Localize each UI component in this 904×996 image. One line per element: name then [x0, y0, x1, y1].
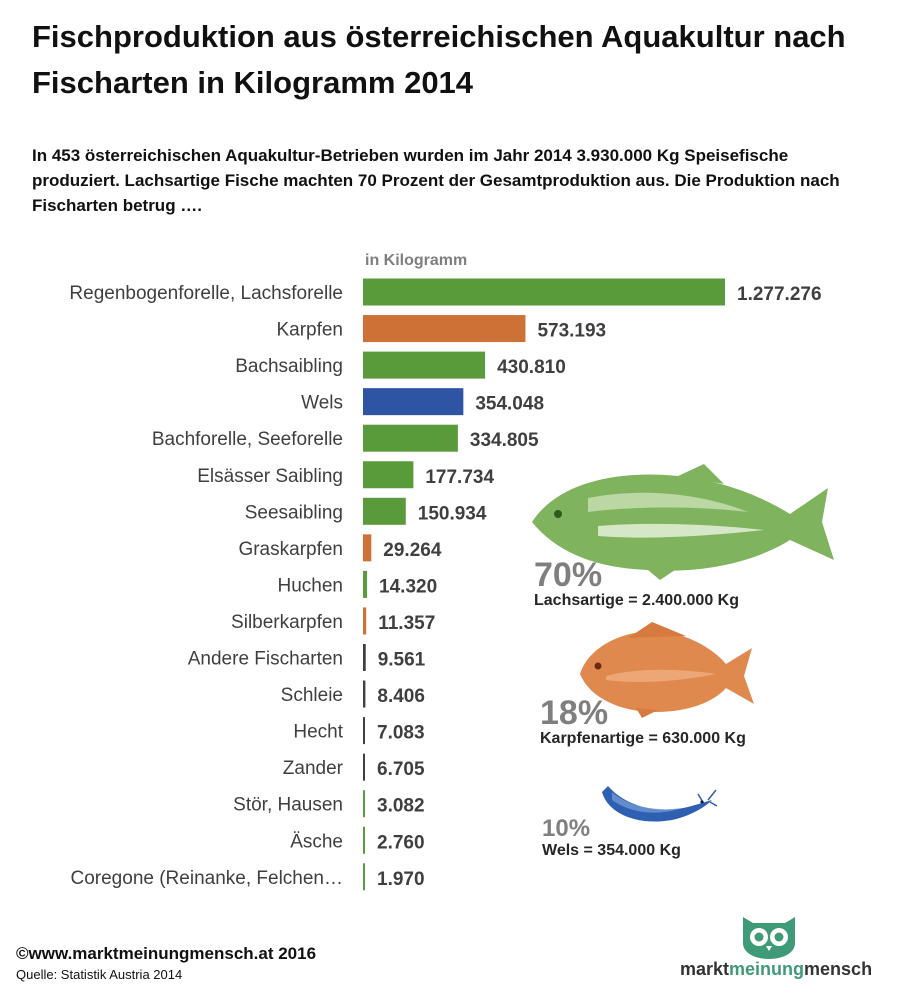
bar	[363, 424, 458, 452]
category-label: Schleie	[281, 685, 343, 706]
unit-label: in Kilogramm	[365, 252, 468, 269]
bar	[363, 534, 372, 562]
share-lachsartige: 70% Lachsartige = 2.400.000 Kg	[534, 558, 739, 610]
category-label: Karpfen	[276, 320, 343, 341]
copyright-text: ©www.marktmeinungmensch.at 2016	[16, 944, 317, 963]
chart-title: Fischproduktion aus österreichischen Aqu…	[32, 19, 846, 100]
value-label: 14.320	[379, 576, 437, 597]
value-label: 6.705	[377, 759, 425, 780]
value-label: 8.406	[377, 686, 425, 707]
bar	[363, 351, 486, 379]
value-label: 7.083	[377, 723, 425, 744]
category-label: Graskarpfen	[238, 539, 343, 560]
value-label: 334.805	[470, 430, 539, 451]
bar	[363, 388, 464, 416]
bar	[363, 570, 368, 598]
value-label: 3.082	[377, 796, 425, 817]
category-label: Bachsaibling	[235, 356, 343, 377]
bar-chart: Regenbogenforelle, Lachsforelle 1.277.276…	[69, 278, 822, 891]
category-label: Silberkarpfen	[231, 612, 343, 633]
category-label: Regenbogenforelle, Lachsforelle	[69, 283, 343, 304]
value-label: 11.357	[378, 613, 435, 634]
bar	[363, 826, 365, 854]
share-percent: 70%	[534, 556, 603, 594]
bar	[363, 863, 365, 891]
category-label: Coregone (Reinanke, Felchen…	[71, 868, 344, 889]
logo-text-meinung: meinung	[729, 959, 805, 979]
category-label: Wels	[301, 393, 343, 414]
chart-subtitle: In 453 österreichischen Aquakultur-Betri…	[32, 146, 840, 215]
source-text: Quelle: Statistik Austria 2014	[16, 967, 183, 982]
bar	[363, 717, 366, 745]
value-label: 2.760	[377, 832, 425, 853]
share-percent: 18%	[540, 694, 609, 732]
share-text: Karpfenartige = 630.000 Kg	[540, 730, 746, 747]
bar	[363, 790, 365, 818]
category-label: Andere Fischarten	[188, 649, 343, 670]
category-label: Stör, Hausen	[233, 795, 343, 816]
value-label: 354.048	[475, 394, 544, 415]
value-label: 150.934	[418, 503, 487, 524]
category-label: Huchen	[278, 575, 344, 596]
bar	[363, 278, 725, 306]
category-label: Seesaibling	[245, 502, 343, 523]
value-label: 9.561	[378, 650, 426, 671]
logo: marktmeinungmensch	[680, 913, 890, 983]
bar	[363, 607, 367, 635]
category-label: Hecht	[293, 722, 343, 743]
share-wels: 10% Wels = 354.000 Kg	[542, 816, 681, 860]
share-karpfenartige: 18% Karpfenartige = 630.000 Kg	[540, 696, 746, 748]
category-label: Zander	[283, 758, 344, 779]
logo-text: marktmeinungmensch	[680, 959, 890, 980]
logo-text-markt: markt	[680, 959, 730, 979]
bar	[363, 644, 366, 671]
category-label: Bachforelle, Seeforelle	[152, 429, 343, 450]
bar	[363, 497, 406, 525]
value-label: 430.810	[497, 357, 566, 378]
value-label: 29.264	[383, 540, 442, 561]
bar	[363, 753, 365, 781]
value-label: 1.277.276	[737, 284, 822, 305]
catfish-icon	[602, 786, 718, 822]
value-label: 573.193	[537, 321, 606, 342]
bar	[363, 461, 414, 489]
bar	[363, 315, 526, 343]
share-text: Wels = 354.000 Kg	[542, 842, 681, 859]
category-label: Elsässer Saibling	[197, 466, 343, 487]
owl-icon	[743, 917, 795, 959]
trout-icon	[532, 464, 834, 580]
value-label: 1.970	[377, 869, 425, 890]
bar	[363, 680, 366, 708]
value-label: 177.734	[425, 467, 494, 488]
share-percent: 10%	[542, 815, 591, 842]
share-text: Lachsartige = 2.400.000 Kg	[534, 592, 739, 609]
category-label: Äsche	[290, 831, 343, 852]
carp-icon	[580, 622, 754, 718]
logo-text-mensch: mensch	[804, 959, 873, 979]
